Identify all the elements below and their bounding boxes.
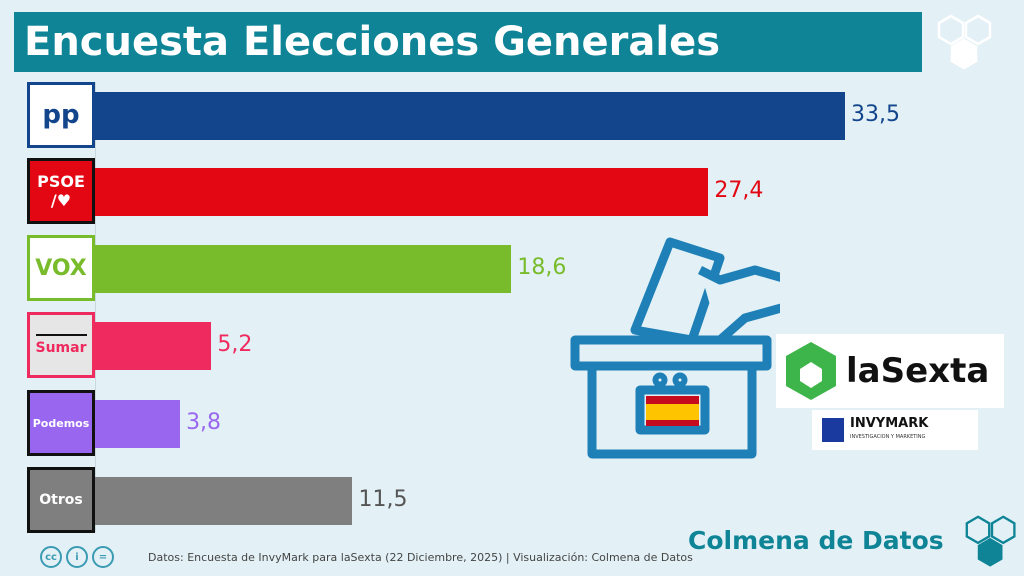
value-label-sumar: 5,2: [217, 332, 253, 357]
logo-pp: pp: [27, 82, 95, 148]
bar-podemos: [95, 400, 181, 448]
logo-text: Sumar: [35, 334, 87, 356]
page-title: Encuesta Elecciones Generales: [14, 12, 922, 72]
logo-text: PSOE: [37, 172, 85, 191]
hexagon-brand-icon: [965, 515, 1016, 567]
logo-text: VOX: [35, 255, 87, 281]
invymark-sub: INVESTIGACION Y MARKETING: [850, 434, 926, 440]
value-label-otros: 11,5: [358, 487, 408, 512]
logo-text: pp: [42, 100, 80, 130]
logo-text: Podemos: [32, 416, 90, 430]
value-label-vox: 18,6: [517, 255, 567, 280]
lasexta-text: laSexta: [846, 351, 990, 391]
lasexta-six-icon: [786, 342, 836, 400]
brand-name: Colmena de Datos: [688, 526, 944, 555]
logo-text: Otros: [39, 492, 83, 508]
logo-otros: Otros: [27, 467, 95, 533]
hexagon-logo-icon: [937, 14, 992, 70]
value-label-podemos: 3,8: [186, 410, 222, 435]
bar-vox: [95, 245, 512, 293]
invymark-text: INVYMARK: [850, 416, 929, 431]
ballot-box-icon: [570, 237, 780, 459]
bar-sumar: [95, 322, 212, 370]
source-footer: Datos: Encuesta de InvyMark para laSexta…: [148, 551, 693, 564]
bar-pp: [95, 92, 845, 140]
logo-psoe: PSOE/♥: [27, 158, 95, 224]
lasexta-logo: laSexta: [776, 334, 1004, 408]
logo-podemos: Podemos: [27, 390, 95, 456]
logo-sumar: Sumar: [27, 312, 95, 378]
psoe-heart-icon: /♥: [50, 191, 72, 210]
attribution-icon: i: [66, 546, 88, 568]
value-label-psoe: 27,4: [714, 178, 764, 203]
bar-psoe: [95, 168, 709, 216]
y-axis-line: [95, 82, 96, 532]
logo-vox: VOX: [27, 235, 95, 301]
invymark-logo: INVYMARK INVESTIGACION Y MARKETING: [812, 410, 978, 450]
no-derivatives-icon: =: [92, 546, 114, 568]
cc-icon: cc: [40, 546, 62, 568]
value-label-pp: 33,5: [851, 102, 900, 127]
bar-otros: [95, 477, 353, 525]
